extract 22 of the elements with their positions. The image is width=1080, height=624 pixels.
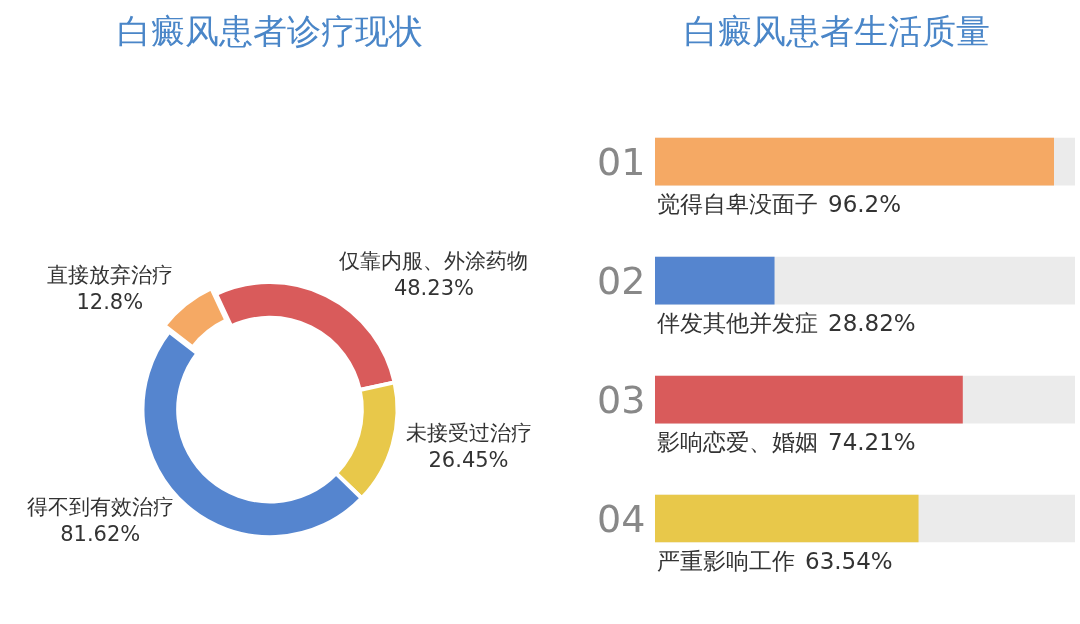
category-label: 觉得自卑没面子 xyxy=(657,191,818,217)
category-label: 严重影响工作 xyxy=(657,548,795,574)
slice-label: 仅靠内服、外涂药物 xyxy=(339,249,529,274)
chart-title: 白癜风患者生活质量 xyxy=(684,10,990,51)
text: 03 xyxy=(597,378,646,422)
data-label: 48.23% xyxy=(393,276,474,301)
category-label: 伴发其他并发症 xyxy=(657,310,818,336)
slice-label: 直接放弃治疗 xyxy=(46,262,173,287)
text: 01 xyxy=(597,140,646,184)
data-label: 26.45% xyxy=(428,448,509,472)
data-label: 81.62% xyxy=(60,522,141,547)
data-label: 74.21% xyxy=(828,429,916,455)
category-label: 影响恋爱、婚姻 xyxy=(657,429,818,455)
text: 04 xyxy=(597,497,646,541)
data-label: 96.2% xyxy=(828,191,902,217)
data-label: 12.8% xyxy=(76,290,144,315)
data-label: 63.54% xyxy=(805,548,893,574)
slice-label: 得不到有效治疗 xyxy=(26,495,174,520)
chart-title: 白癜风患者诊疗现状 xyxy=(117,10,423,51)
data-label: 28.82% xyxy=(828,310,916,336)
text: 02 xyxy=(597,259,646,303)
slice-label: 未接受过治疗 xyxy=(405,420,532,445)
